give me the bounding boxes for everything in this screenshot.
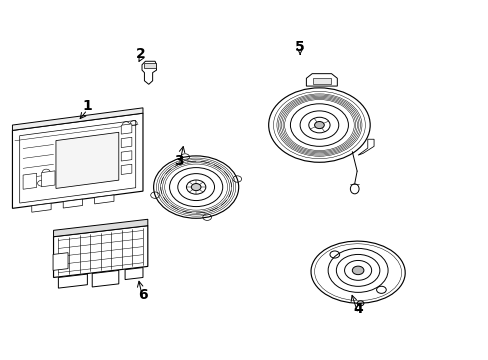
Polygon shape [23,173,37,189]
Polygon shape [53,219,147,237]
Polygon shape [125,267,142,280]
Polygon shape [121,124,132,134]
Polygon shape [12,108,142,130]
Polygon shape [58,274,87,288]
Polygon shape [53,226,147,278]
Polygon shape [95,195,114,204]
Polygon shape [143,63,155,68]
Bar [312,78,330,84]
Circle shape [191,184,201,191]
Polygon shape [41,171,55,187]
Text: 4: 4 [352,302,362,316]
Polygon shape [32,203,51,212]
Polygon shape [121,151,132,161]
Polygon shape [121,137,132,148]
Ellipse shape [310,241,405,303]
Polygon shape [142,61,156,84]
Polygon shape [53,253,68,270]
Polygon shape [56,132,119,188]
Polygon shape [357,139,373,155]
Text: 2: 2 [135,47,145,61]
Text: 1: 1 [82,99,92,113]
Polygon shape [306,74,337,86]
Circle shape [314,122,324,129]
Circle shape [351,266,363,275]
Polygon shape [121,164,132,175]
Text: 5: 5 [295,40,305,54]
Polygon shape [12,113,142,208]
Polygon shape [92,270,119,287]
Text: 3: 3 [174,153,183,167]
Polygon shape [63,199,82,208]
Text: 6: 6 [138,288,147,302]
